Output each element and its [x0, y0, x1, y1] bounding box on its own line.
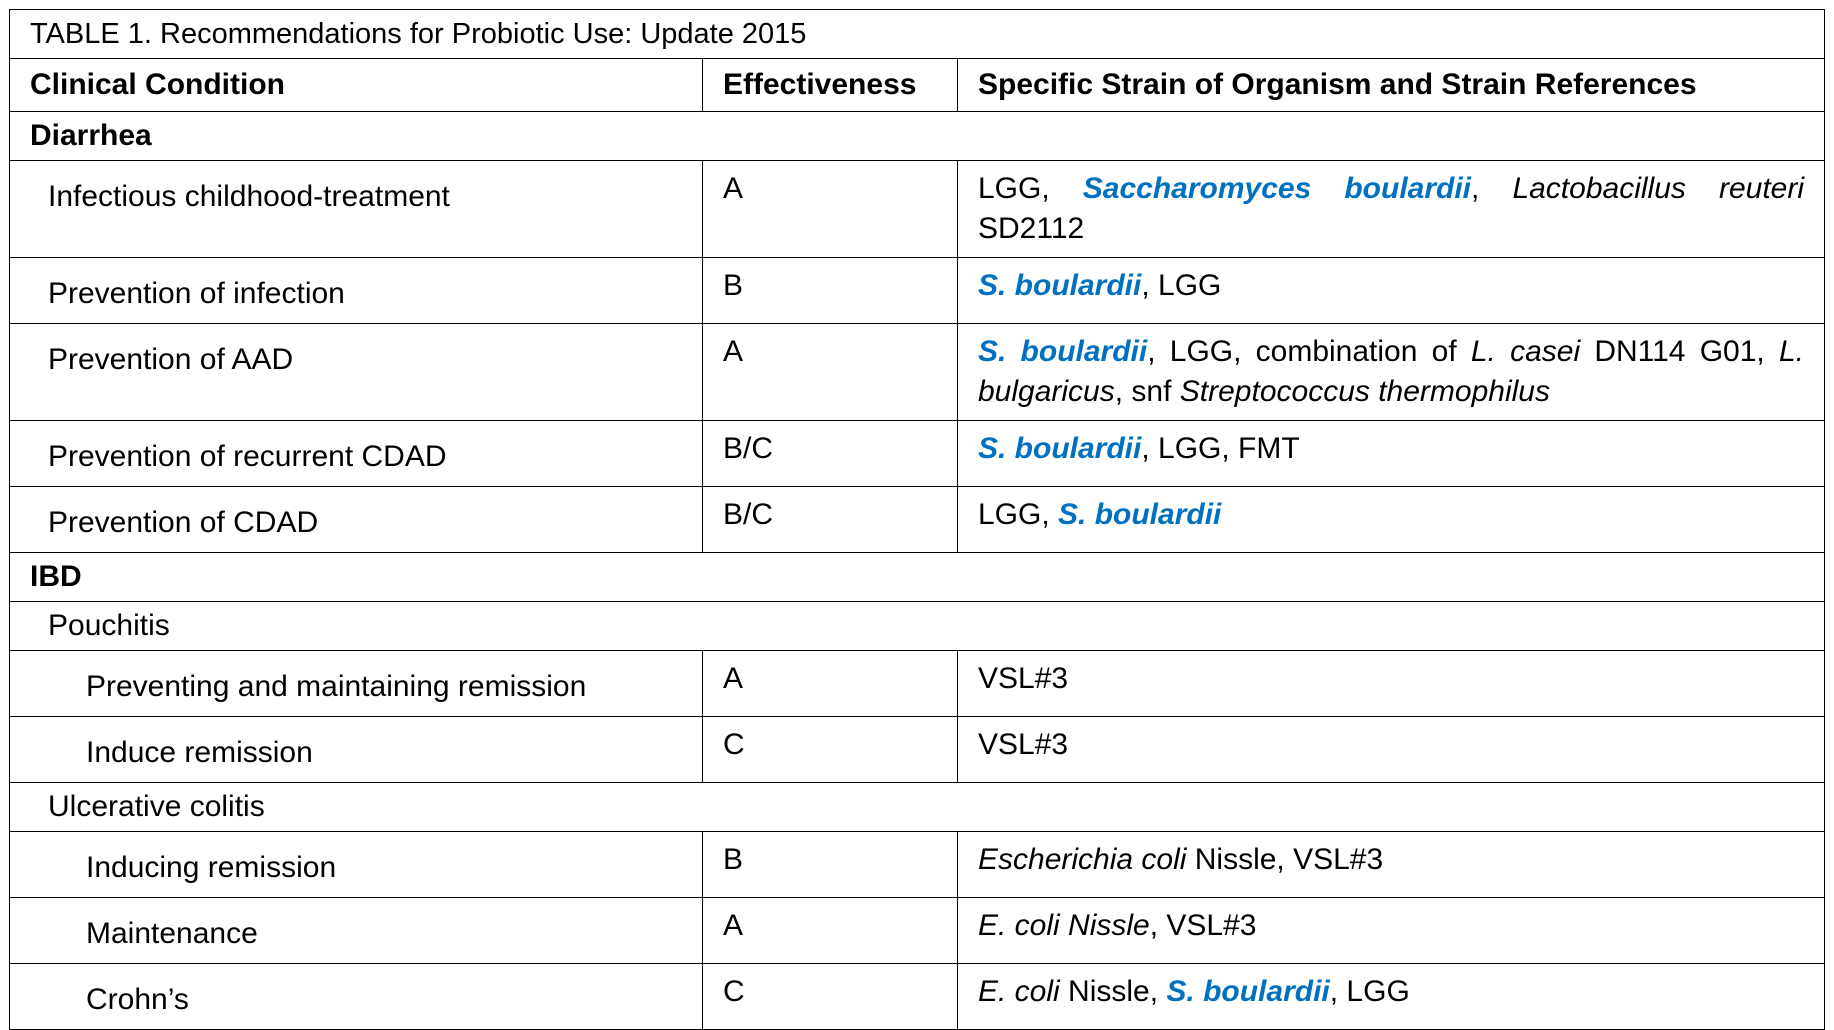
effectiveness: C	[702, 963, 958, 1030]
condition: Prevention of recurrent CDAD	[9, 420, 703, 487]
effectiveness: B	[702, 257, 958, 324]
strain-text: SD2112	[978, 212, 1085, 245]
table-body: TABLE 1. Recommendations for Probiotic U…	[9, 9, 1825, 1030]
effectiveness: C	[702, 716, 958, 783]
effectiveness: B	[702, 831, 958, 898]
data-row: Prevention of infection B S. boulardii, LG…	[9, 257, 1825, 324]
strains: LGG, Saccharomyces boulardii, Lactobacil…	[957, 160, 1825, 258]
data-row: Preventing and maintaining remission A VSL…	[9, 650, 1825, 717]
effectiveness: A	[702, 323, 958, 421]
title-row: TABLE 1. Recommendations for Probiotic U…	[9, 9, 1825, 59]
strain-text: ,	[1471, 172, 1513, 205]
page: TABLE 1. Recommendations for Probiotic U…	[9, 9, 1825, 1030]
column-header: Specific Strain of Organism and Strain R…	[957, 58, 1825, 112]
data-row: Prevention of CDAD B/C LGG, S. boulardii	[9, 486, 1825, 553]
strain-name: Saccharomyces boulardii	[1082, 172, 1472, 205]
data-row: Inducing remission B Escherichia coli Niss…	[9, 831, 1825, 898]
condition: Preventing and maintaining remission	[9, 650, 703, 717]
strain-text: LGG,	[978, 498, 1059, 531]
strain-text: VSL#3	[978, 662, 1069, 695]
group-title: Pouchitis	[9, 601, 1825, 651]
column-header: Effectiveness	[702, 58, 958, 112]
column-header: Clinical Condition	[9, 58, 703, 112]
condition: Prevention of AAD	[9, 323, 703, 421]
table-title: TABLE 1. Recommendations for Probiotic U…	[9, 9, 1825, 59]
condition: Prevention of infection	[9, 257, 703, 324]
data-row: Infectious childhood-treatment A LGG, Sacc…	[9, 160, 1825, 258]
condition: Infectious childhood-treatment	[9, 160, 703, 258]
strains: VSL#3	[957, 650, 1825, 717]
strain-text: LGG,	[978, 172, 1083, 205]
probiotic-table: TABLE 1. Recommendations for Probiotic U…	[9, 9, 1825, 1030]
strain-text: , VSL#3	[1149, 909, 1257, 942]
condition: Inducing remission	[9, 831, 703, 898]
section-title: Diarrhea	[9, 111, 1825, 161]
strain-name: L. bulgaricus	[978, 335, 1804, 408]
group-row: Pouchitis	[9, 601, 1825, 651]
strain-name: S. boulardii	[1058, 498, 1222, 531]
strains: E. coli Nissle, S. boulardii, LGG	[957, 963, 1825, 1030]
strain-name: E. coli Nissle	[978, 909, 1150, 942]
strain-text: , LGG	[1141, 269, 1222, 302]
effectiveness: B/C	[702, 420, 958, 487]
data-row: Prevention of AAD A S. boulardii, LGG, com…	[9, 323, 1825, 421]
strain-text: DN114 G01,	[1580, 335, 1779, 368]
effectiveness: A	[702, 897, 958, 964]
section-row: Diarrhea	[9, 111, 1825, 161]
effectiveness: A	[702, 650, 958, 717]
strains: S. boulardii, LGG	[957, 257, 1825, 324]
data-row: Crohn’s C E. coli Nissle, S. boulardii, LG…	[9, 963, 1825, 1030]
effectiveness: A	[702, 160, 958, 258]
strain-name: Escherichia coli	[978, 843, 1187, 876]
section-row: IBD	[9, 552, 1825, 602]
strain-name: S. boulardii	[978, 269, 1142, 302]
strain-name: Streptococcus thermophilus	[1179, 375, 1550, 408]
strains: VSL#3	[957, 716, 1825, 783]
strain-name: Lactobacillus reuteri	[1512, 172, 1804, 205]
data-row: Prevention of recurrent CDAD B/C S. boular…	[9, 420, 1825, 487]
effectiveness: B/C	[702, 486, 958, 553]
strain-text: , LGG, combination of	[1147, 335, 1471, 368]
strain-text: VSL#3	[978, 728, 1069, 761]
strain-text: , snf	[1114, 375, 1180, 408]
condition: Prevention of CDAD	[9, 486, 703, 553]
group-title: Ulcerative colitis	[9, 782, 1825, 832]
strains: LGG, S. boulardii	[957, 486, 1825, 553]
condition: Crohn’s	[9, 963, 703, 1030]
section-title: IBD	[9, 552, 1825, 602]
data-row: Maintenance A E. coli Nissle, VSL#3	[9, 897, 1825, 964]
strains: S. boulardii, LGG, FMT	[957, 420, 1825, 487]
strain-name: L. casei	[1470, 335, 1581, 368]
strain-text: Nissle, VSL#3	[1186, 843, 1384, 876]
strains: E. coli Nissle, VSL#3	[957, 897, 1825, 964]
strain-name: S. boulardii	[978, 335, 1148, 368]
condition: Maintenance	[9, 897, 703, 964]
condition: Induce remission	[9, 716, 703, 783]
data-row: Induce remission C VSL#3	[9, 716, 1825, 783]
header-row: Clinical Condition Effectiveness Specifi…	[9, 58, 1825, 112]
strains: S. boulardii, LGG, combination of L. cas…	[957, 323, 1825, 421]
strains: Escherichia coli Nissle, VSL#3	[957, 831, 1825, 898]
strain-text: , LGG, FMT	[1141, 432, 1300, 465]
strain-name: S. boulardii	[978, 432, 1142, 465]
group-row: Ulcerative colitis	[9, 782, 1825, 832]
